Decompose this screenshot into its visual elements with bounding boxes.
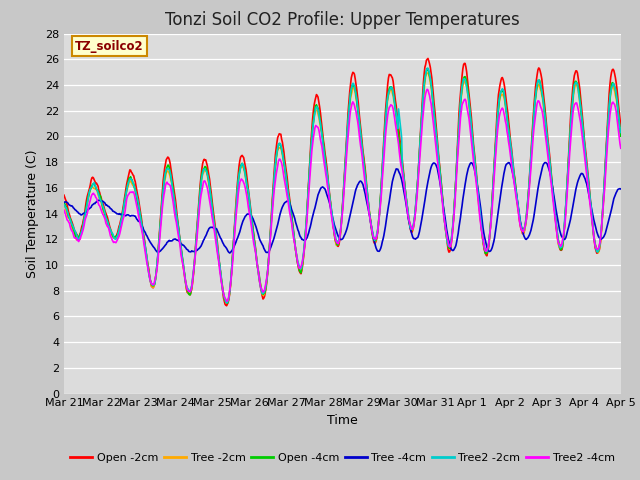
Tree -2cm <box>428 90 436 96</box>
Tree -4cm <box>184 247 192 253</box>
Legend: Open -2cm, Tree -2cm, Open -4cm, Tree -4cm, Tree2 -2cm, Tree2 -4cm: Open -2cm, Tree -2cm, Open -4cm, Tree -4… <box>66 448 619 467</box>
Tree -2cm <box>70 230 78 236</box>
Tree2 -2cm <box>214 243 221 249</box>
Open -4cm <box>411 214 419 219</box>
Tree -4cm <box>411 236 419 241</box>
Tree2 -4cm <box>411 216 419 221</box>
Open -2cm <box>184 290 192 296</box>
Line: Tree2 -2cm: Tree2 -2cm <box>64 68 621 302</box>
Tree2 -2cm <box>428 88 436 94</box>
Tree2 -2cm <box>411 212 419 217</box>
Tree2 -4cm <box>617 145 625 151</box>
Open -4cm <box>617 133 625 139</box>
Open -2cm <box>70 226 78 232</box>
Open -4cm <box>423 66 431 72</box>
Tree2 -4cm <box>70 234 78 240</box>
Tree -4cm <box>60 199 68 205</box>
Tree2 -4cm <box>428 107 436 113</box>
Open -4cm <box>70 228 78 234</box>
Title: Tonzi Soil CO2 Profile: Upper Temperatures: Tonzi Soil CO2 Profile: Upper Temperatur… <box>165 11 520 29</box>
Tree2 -2cm <box>60 202 68 207</box>
Tree -4cm <box>542 160 550 166</box>
Tree -4cm <box>214 228 221 233</box>
Open -2cm <box>424 56 432 61</box>
X-axis label: Time: Time <box>327 414 358 427</box>
Tree -4cm <box>127 213 135 218</box>
Tree2 -2cm <box>617 130 625 135</box>
Open -4cm <box>428 86 436 92</box>
Tree2 -4cm <box>184 288 192 293</box>
Line: Open -2cm: Open -2cm <box>64 59 621 306</box>
Open -4cm <box>214 245 221 251</box>
Open -2cm <box>428 75 436 81</box>
Open -4cm <box>184 289 192 295</box>
Line: Tree2 -4cm: Tree2 -4cm <box>64 89 621 301</box>
Open -2cm <box>223 303 230 309</box>
Tree -2cm <box>184 290 192 296</box>
Line: Open -4cm: Open -4cm <box>64 69 621 303</box>
Tree -2cm <box>127 180 135 185</box>
Tree -2cm <box>411 213 419 219</box>
Tree2 -2cm <box>127 176 135 182</box>
Tree -2cm <box>423 70 431 76</box>
Open -2cm <box>411 214 419 220</box>
Line: Tree -4cm: Tree -4cm <box>64 163 621 253</box>
Tree -4cm <box>428 165 435 170</box>
Tree -2cm <box>223 299 230 305</box>
Tree -2cm <box>617 132 625 138</box>
Open -4cm <box>127 176 135 182</box>
Tree2 -4cm <box>223 298 230 304</box>
Open -2cm <box>617 123 625 129</box>
Open -2cm <box>127 169 135 175</box>
Tree -4cm <box>226 250 234 256</box>
Tree2 -2cm <box>223 300 230 305</box>
Line: Tree -2cm: Tree -2cm <box>64 73 621 302</box>
Tree2 -4cm <box>60 207 68 213</box>
Tree2 -4cm <box>127 189 135 195</box>
Tree2 -2cm <box>424 65 432 71</box>
Open -2cm <box>214 240 221 245</box>
Tree2 -2cm <box>184 286 192 291</box>
Tree2 -2cm <box>70 226 78 232</box>
Tree -2cm <box>214 246 221 252</box>
Tree2 -4cm <box>214 250 221 256</box>
Tree2 -4cm <box>423 86 431 92</box>
Open -4cm <box>60 200 68 205</box>
Text: TZ_soilco2: TZ_soilco2 <box>75 40 144 53</box>
Tree -2cm <box>60 202 68 208</box>
Tree -4cm <box>617 186 625 192</box>
Tree -4cm <box>70 205 78 211</box>
Y-axis label: Soil Temperature (C): Soil Temperature (C) <box>26 149 39 278</box>
Open -2cm <box>60 192 68 198</box>
Open -4cm <box>223 300 231 306</box>
